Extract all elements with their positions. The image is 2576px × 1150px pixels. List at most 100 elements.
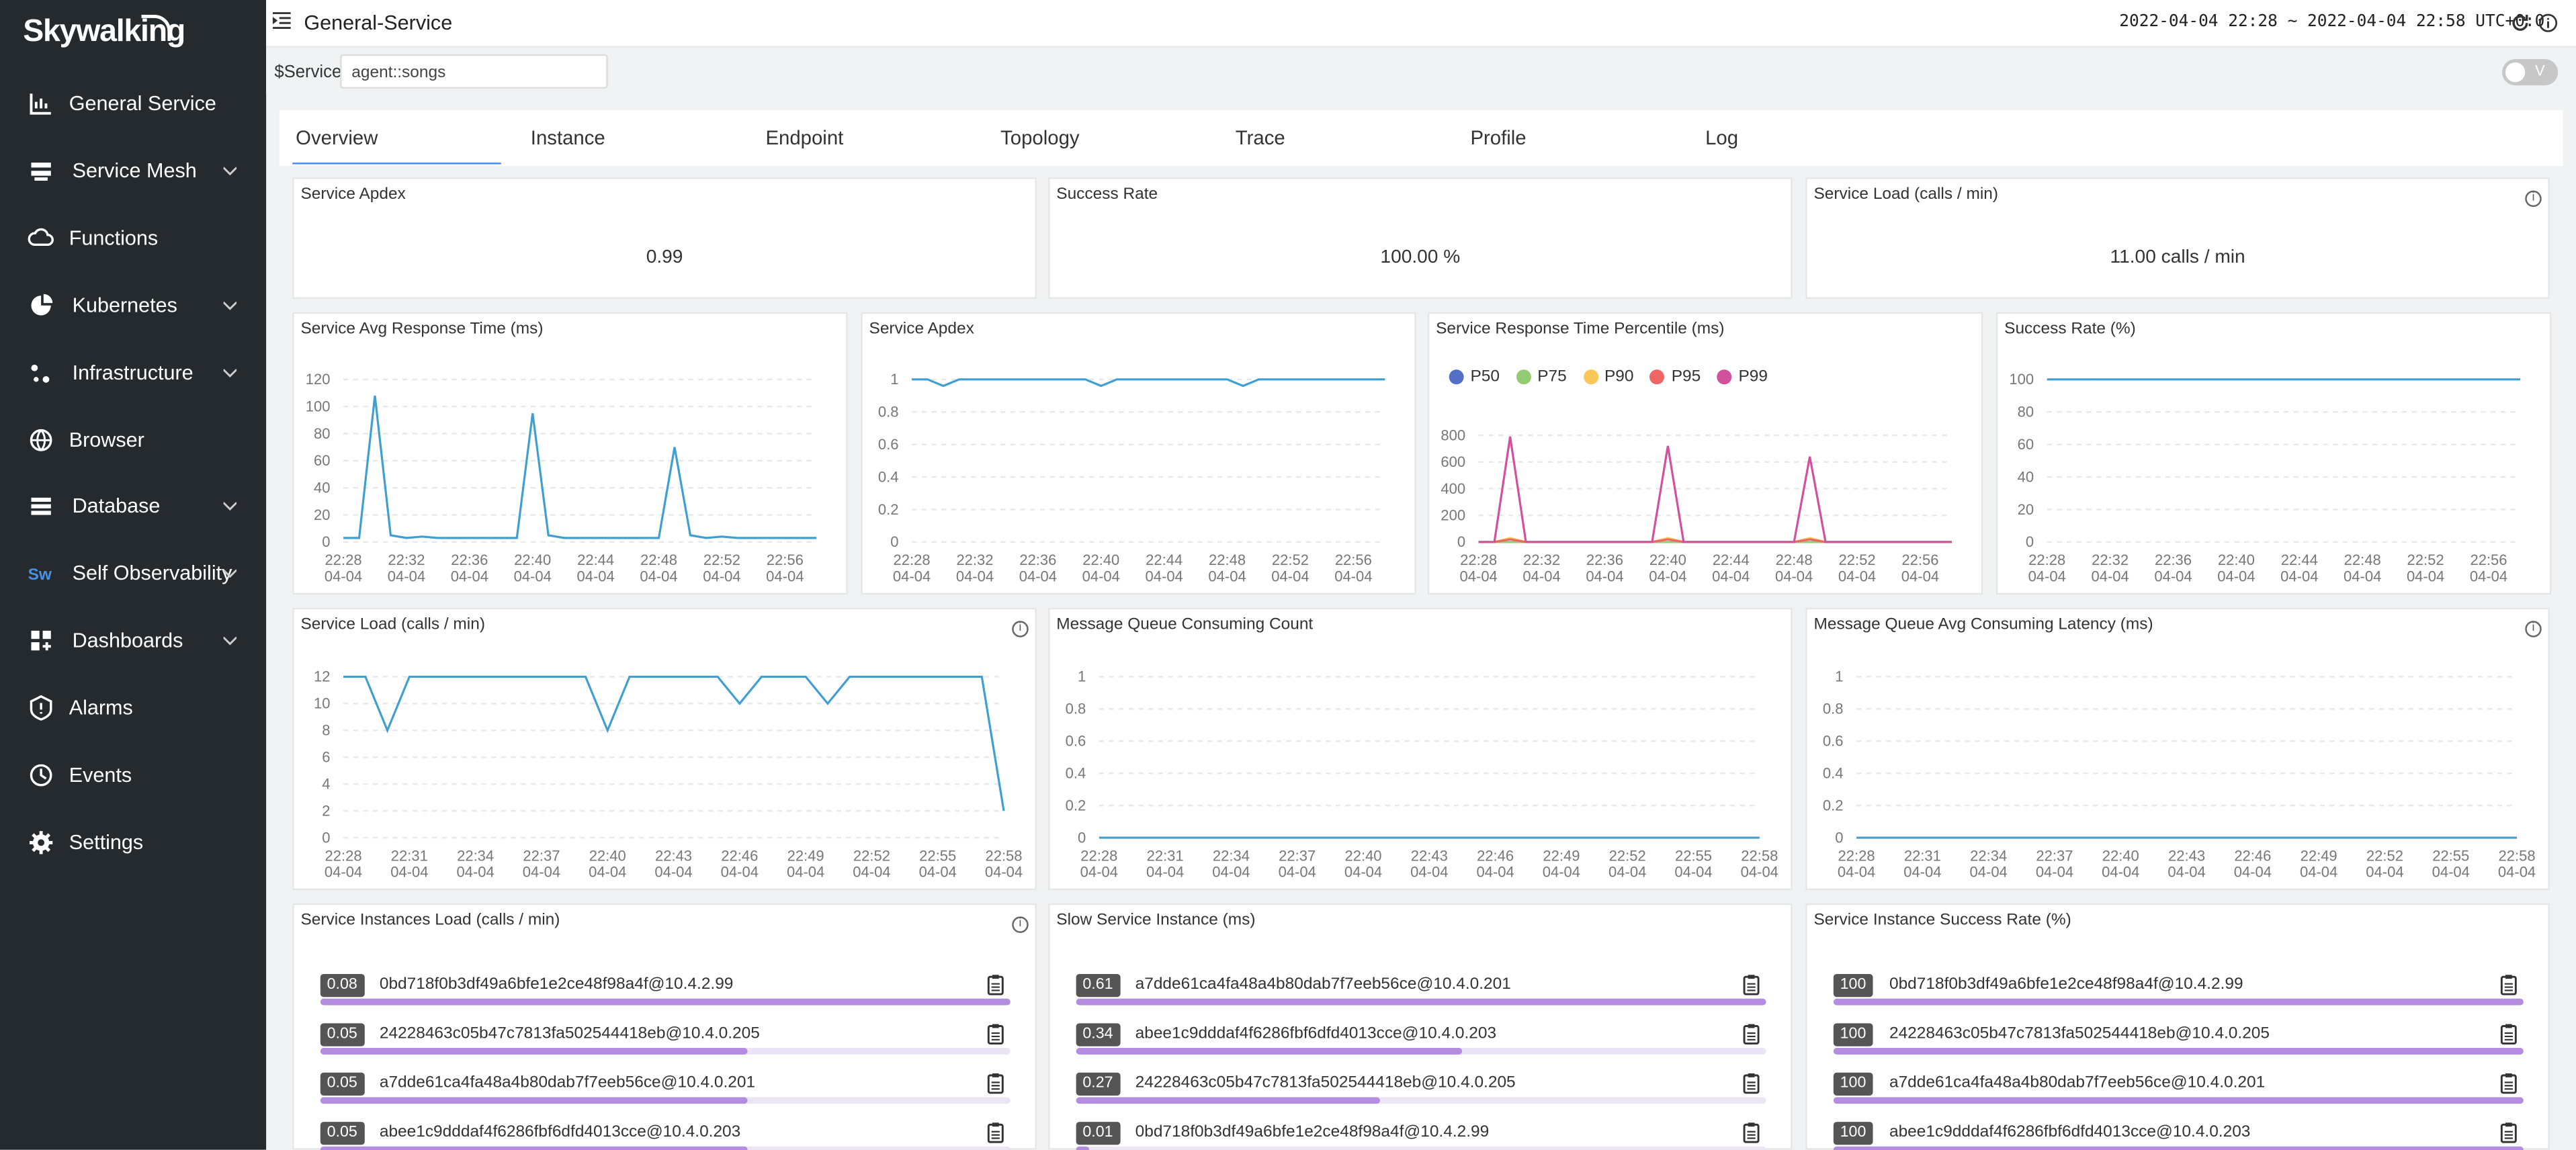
sidebar-item-alarms[interactable]: Alarms: [0, 680, 266, 736]
copy-icon[interactable]: [1743, 1073, 1760, 1094]
copy-icon[interactable]: [1743, 974, 1760, 996]
copy-icon[interactable]: [987, 1073, 1004, 1094]
y-tick-label: 1: [890, 371, 898, 388]
copy-icon[interactable]: [987, 1023, 1004, 1045]
x-tick-date: 04-04: [2280, 568, 2318, 585]
instance-row[interactable]: 0.27 24228463c05b47c7813fa502544418eb@10.…: [1076, 1072, 1773, 1116]
x-tick-date: 04-04: [1543, 864, 1580, 881]
x-tick-date: 04-04: [514, 568, 552, 585]
x-tick-date: 04-04: [2036, 864, 2073, 881]
panel-title: Success Rate (%): [2004, 320, 2136, 339]
copy-icon[interactable]: [2500, 974, 2517, 996]
info-icon[interactable]: i: [1012, 621, 1029, 637]
x-tick-date: 04-04: [1410, 864, 1448, 881]
time-range-picker[interactable]: 2022-04-04 22:28 ~ 2022-04-04 22:58 UTC+…: [2119, 13, 2544, 32]
x-tick-date: 04-04: [1970, 864, 2008, 881]
sidebar-item-events[interactable]: Events: [0, 748, 266, 803]
instance-row[interactable]: 0.61 a7dde61ca4fa48a4b80dab7f7eeb56ce@10.…: [1076, 974, 1773, 1017]
tab-log[interactable]: Log: [1705, 126, 1739, 150]
x-tick-date: 04-04: [576, 568, 614, 585]
y-tick-label: 6: [322, 749, 330, 766]
info-icon[interactable]: i: [1012, 916, 1029, 933]
nodes-icon-glyph: [31, 363, 50, 382]
time-range-text: 2022-04-04 22:28 ~ 2022-04-04 22:58: [2119, 13, 2466, 32]
tab-instance[interactable]: Instance: [530, 126, 605, 150]
toggle-knob: [2505, 62, 2526, 83]
chevron-down-icon: [222, 163, 238, 179]
sidebar-item-infrastructure[interactable]: Infrastructure: [0, 344, 266, 400]
tab-topology[interactable]: Topology: [1000, 126, 1080, 150]
legend-item[interactable]: P50: [1449, 368, 1500, 386]
legend-item[interactable]: P90: [1583, 368, 1633, 386]
service-select-value: agent::songs: [351, 64, 446, 83]
panel-title: Service Apdex: [300, 185, 406, 204]
instance-row[interactable]: 0.05 a7dde61ca4fa48a4b80dab7f7eeb56ce@10.…: [320, 1072, 1017, 1116]
y-tick-label: 200: [1441, 507, 1465, 524]
x-tick-date: 04-04: [1608, 864, 1646, 881]
instance-row[interactable]: 0.08 0bd718f0b3df49a6bfe1e2ce48f98a4f@10.…: [320, 974, 1017, 1017]
instance-row[interactable]: 100 abee1c9dddaf4f6286fbf6dfd4013cce@10.4…: [1833, 1122, 2530, 1150]
refresh-icon[interactable]: [2510, 13, 2530, 33]
copy-icon[interactable]: [1743, 1122, 1760, 1143]
x-tick-label: 22:44: [1146, 551, 1183, 568]
x-tick-label: 22:46: [2234, 847, 2271, 864]
instance-row[interactable]: 100 24228463c05b47c7813fa502544418eb@10.4…: [1833, 1023, 2530, 1066]
instance-row[interactable]: 0.05 24228463c05b47c7813fa502544418eb@10.…: [320, 1023, 1017, 1066]
instance-row[interactable]: 0.01 0bd718f0b3df49a6bfe1e2ce48f98a4f@10.…: [1076, 1122, 1773, 1150]
x-tick-date: 04-04: [390, 864, 428, 881]
y-tick-label: 0.8: [1823, 701, 1844, 717]
tab-overview[interactable]: Overview: [296, 126, 378, 150]
sidebar-item-general-service[interactable]: General Service: [0, 75, 266, 131]
copy-icon[interactable]: [987, 974, 1004, 996]
chart-panel: Success Rate (%) 0 20 40 60 80 100 22:28 04-04 22…: [1995, 312, 2552, 595]
sidebar-item-dashboards[interactable]: Dashboards: [0, 613, 266, 669]
sw-icon: Sw: [26, 559, 56, 588]
tab-endpoint[interactable]: Endpoint: [765, 126, 844, 150]
x-tick-date: 04-04: [1208, 568, 1246, 585]
sidebar-item-settings[interactable]: Settings: [0, 815, 266, 871]
copy-icon[interactable]: [2500, 1023, 2517, 1045]
y-tick-label: 0.8: [878, 404, 899, 421]
sidebar-item-functions[interactable]: Functions: [0, 210, 266, 265]
service-select[interactable]: agent::songs: [340, 54, 608, 89]
copy-icon[interactable]: [2500, 1122, 2517, 1143]
info-icon[interactable]: [2538, 13, 2558, 33]
sidebar-item-service-mesh[interactable]: Service Mesh: [0, 142, 266, 198]
info-icon[interactable]: i: [2525, 190, 2542, 208]
tab-trace[interactable]: Trace: [1235, 126, 1285, 150]
sidebar-item-self-observability[interactable]: Sw Self Observability: [0, 546, 266, 602]
panel-title: Service Instance Success Rate (%): [1813, 912, 2071, 930]
instance-row[interactable]: 0.05 abee1c9dddaf4f6286fbf6dfd4013cce@10.…: [320, 1122, 1017, 1150]
legend-label: P99: [1738, 367, 1768, 386]
tab-profile[interactable]: Profile: [1470, 126, 1527, 150]
view-toggle[interactable]: V: [2502, 59, 2559, 86]
legend-item[interactable]: P95: [1649, 368, 1701, 386]
copy-icon[interactable]: [987, 1122, 1004, 1143]
y-tick-label: 20: [314, 506, 330, 523]
sidebar-item-browser[interactable]: Browser: [0, 412, 266, 468]
copy-icon[interactable]: [2500, 1073, 2517, 1094]
svg-text:Sw: Sw: [28, 566, 52, 584]
instance-bar-fill: [1833, 998, 2524, 1006]
copy-icon[interactable]: [1743, 1023, 1760, 1045]
chart-panel: Service Avg Response Time (ms) 0 20 40 60 80 1…: [292, 312, 848, 595]
clipboard-glyph: [2500, 975, 2517, 996]
instance-row[interactable]: 100 0bd718f0b3df49a6bfe1e2ce48f98a4f@10.4…: [1833, 974, 2530, 1017]
sidebar-item-database[interactable]: Database: [0, 479, 266, 535]
menu-toggle-icon[interactable]: [272, 11, 291, 30]
info-icon[interactable]: i: [2525, 621, 2542, 637]
instance-row[interactable]: 100 a7dde61ca4fa48a4b80dab7f7eeb56ce@10.4…: [1833, 1072, 2530, 1116]
x-tick-label: 22:58: [2499, 847, 2536, 864]
x-tick-label: 22:36: [1586, 551, 1623, 568]
legend-item[interactable]: P75: [1516, 368, 1567, 386]
instance-name: 0bd718f0b3df49a6bfe1e2ce48f98a4f@10.4.2.…: [379, 975, 734, 994]
legend-item[interactable]: P99: [1717, 368, 1768, 386]
mesh-icon: [26, 156, 56, 185]
service-filter-label: $Service: [274, 62, 342, 83]
sidebar-item-kubernetes[interactable]: Kubernetes: [0, 277, 266, 333]
x-tick-label: 22:55: [919, 847, 956, 864]
instance-row[interactable]: 0.34 abee1c9dddaf4f6286fbf6dfd4013cce@10.…: [1076, 1023, 1773, 1066]
x-tick-date: 04-04: [457, 864, 495, 881]
x-tick-date: 04-04: [325, 568, 362, 585]
chevron-glyph: [222, 637, 238, 646]
